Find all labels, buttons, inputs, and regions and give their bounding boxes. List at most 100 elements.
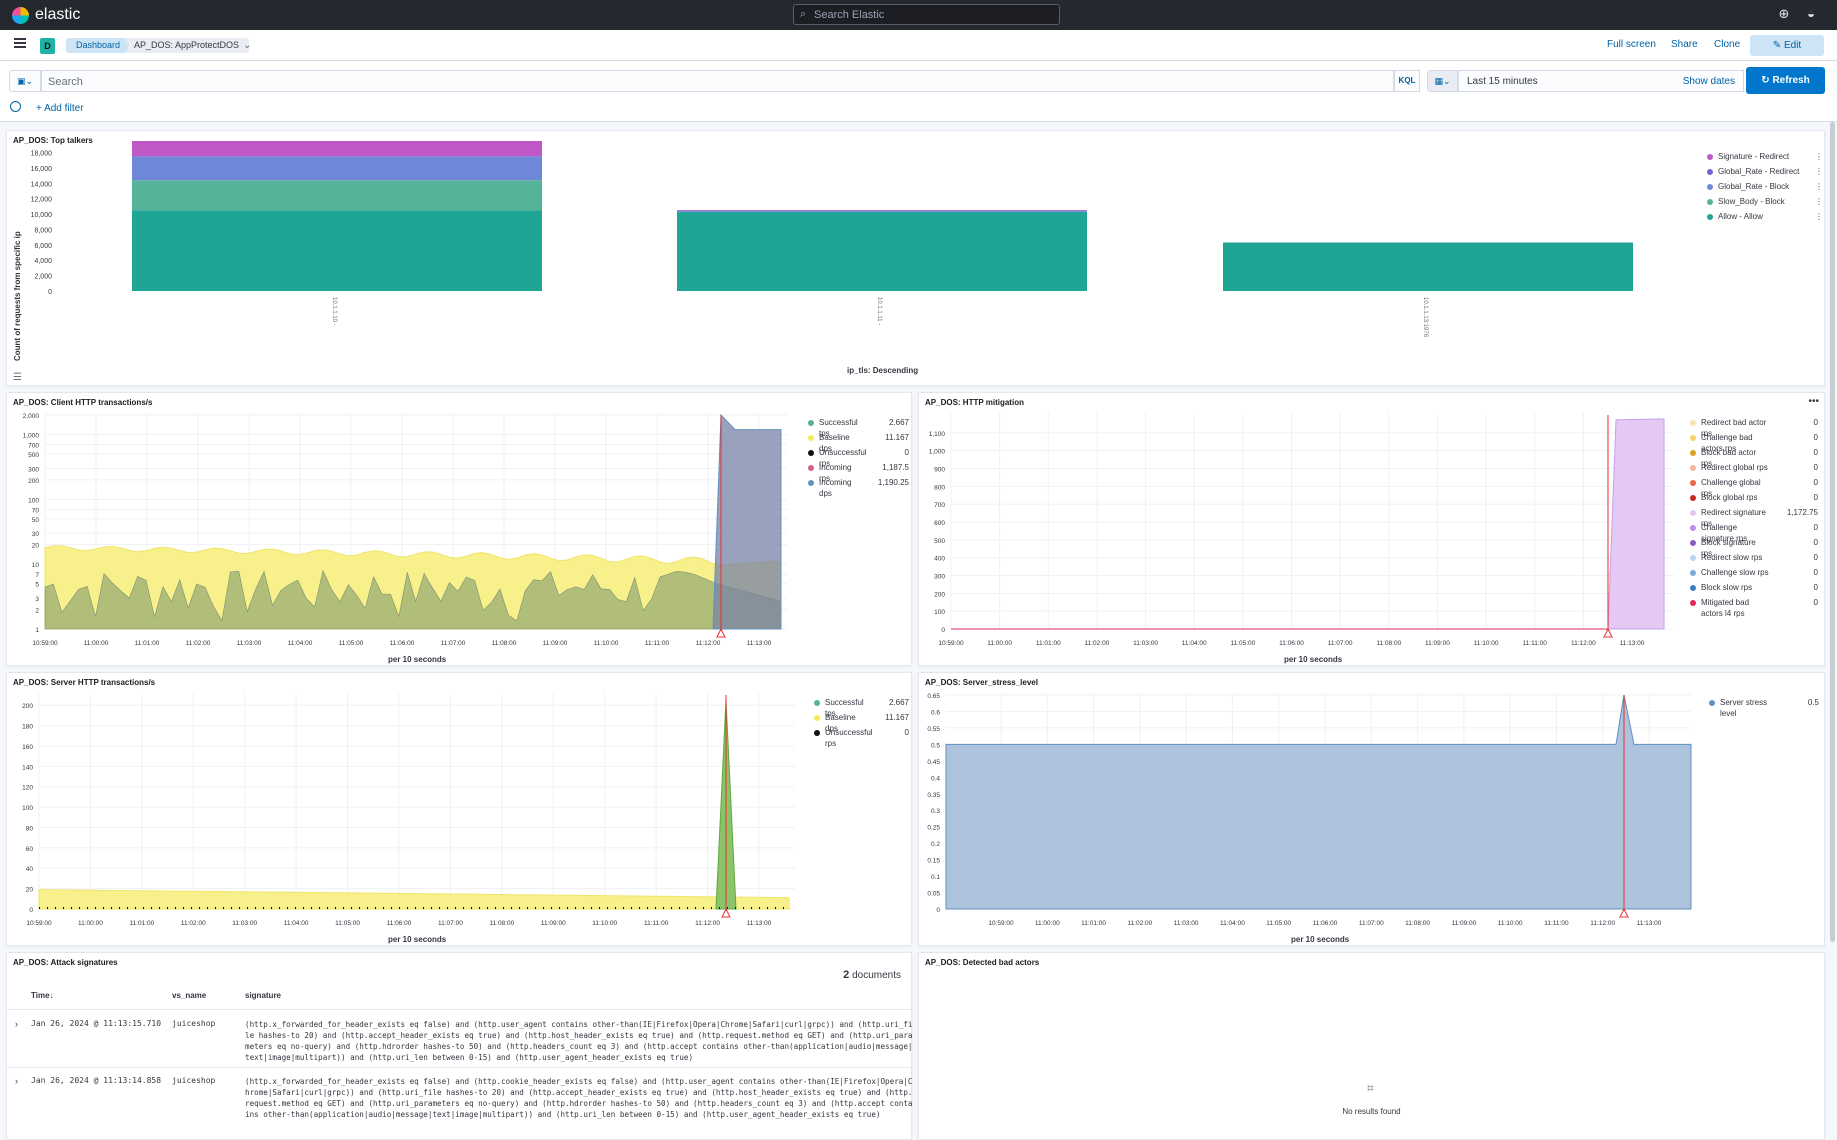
column-header-time-label: Time (31, 991, 50, 1000)
y-tick-label: 100 (28, 497, 39, 504)
date-picker[interactable]: Last 15 minutes Show dates (1458, 70, 1744, 92)
x-tick-label: 11:03:00 (1174, 920, 1199, 927)
legend-item[interactable]: Allow - Allow ⋮ (1707, 211, 1823, 226)
legend-item[interactable]: Incoming dps 1,190.25 (808, 477, 909, 498)
chevron-right-icon[interactable]: › (15, 1019, 18, 1029)
legend-item[interactable]: Challenge signature rps 0 (1690, 522, 1818, 543)
legend-item[interactable]: Redirect slow rps 0 (1690, 552, 1818, 567)
legend-value: 0 (1813, 448, 1818, 457)
legend-color-icon (1690, 420, 1696, 426)
legend-item[interactable]: Signature - Redirect ⋮ (1707, 151, 1823, 166)
column-header-signature[interactable]: signature (245, 991, 282, 1000)
legend-item[interactable]: Slow_Body - Block ⋮ (1707, 196, 1823, 211)
help-icon[interactable]: ⊕ (1778, 6, 1790, 21)
legend-label: Redirect slow rps (1701, 553, 1763, 562)
legend-item[interactable]: Global_Rate - Block ⋮ (1707, 181, 1823, 196)
legend-item[interactable]: Challenge bad actors rps 0 (1690, 432, 1818, 453)
legend-value: 2.667 (888, 698, 909, 707)
legend-item[interactable]: Mitigated bad actors l4 rps 0 (1690, 597, 1818, 618)
x-tick-label: 11:08:00 (1405, 920, 1430, 927)
legend-label: Successful tps (825, 698, 864, 718)
elastic-logo[interactable]: elastic (12, 6, 80, 24)
calendar-icon[interactable]: ▦⌄ (1427, 70, 1458, 92)
legend-options-icon[interactable]: ⋮ (1815, 212, 1823, 221)
y-tick-label: 120 (22, 785, 33, 792)
full-screen-button[interactable]: Full screen (1607, 39, 1656, 50)
clone-button[interactable]: Clone (1714, 39, 1741, 50)
legend-options-icon[interactable]: ⋮ (1815, 167, 1823, 176)
x-tick-label: 11:07:00 (1359, 920, 1384, 927)
page-scrollbar[interactable] (1830, 122, 1835, 942)
legend-item[interactable]: Unsuccessful rps 0 (808, 447, 909, 468)
x-tick-label: 11:11:00 (1544, 920, 1569, 927)
legend-options-icon[interactable]: ⋮ (1815, 152, 1823, 161)
y-tick-label: 10,000 (31, 212, 53, 219)
share-button[interactable]: Share (1671, 39, 1698, 50)
panel-title: AP_DOS: Attack signatures (13, 958, 118, 967)
y-tick-label: 0.45 (927, 759, 940, 766)
add-filter-button[interactable]: + Add filter (36, 103, 84, 114)
chevron-right-icon[interactable]: › (15, 1076, 18, 1086)
legend-item[interactable]: Redirect global rps 0 (1690, 462, 1818, 477)
y-tick-label: 140 (22, 764, 33, 771)
x-tick-label: 11:02:00 (186, 640, 211, 647)
legend-item[interactable]: Challenge global rps 0 (1690, 477, 1818, 498)
x-tick-label: 10.1.1.13:1976 (1422, 297, 1428, 338)
legend-color-icon (1690, 480, 1696, 486)
column-header-time[interactable]: Time↓ (31, 991, 54, 1000)
chevron-down-icon[interactable]: ⌄ (243, 40, 252, 51)
legend-item[interactable]: Successful tps 2.667 (808, 417, 909, 438)
panel-title: AP_DOS: Server_stress_level (925, 678, 1038, 687)
column-header-vs-name[interactable]: vs_name (172, 991, 207, 1000)
legend-item[interactable]: Block bad actor rps 0 (1690, 447, 1818, 468)
server-http-chart: 0 20 40 60 80 100 120 140 160 180 200 10:59:00 11:00… (22, 693, 795, 927)
panel-options-icon[interactable]: ••• (1808, 396, 1819, 407)
bar-segment (677, 210, 1087, 212)
legend-label: Redirect global rps (1701, 463, 1768, 472)
legend-item[interactable]: Block signature rps 0 (1690, 537, 1818, 558)
x-tick-label: 11:00:00 (84, 640, 109, 647)
legend-item[interactable]: Block global rps 0 (1690, 492, 1818, 507)
refresh-button[interactable]: ↻ Refresh (1746, 67, 1825, 94)
legend-toggle-icon[interactable]: ☰ (13, 372, 22, 383)
show-dates-link[interactable]: Show dates (1682, 76, 1735, 87)
legend-label: Server stress level (1720, 698, 1768, 718)
global-search-input[interactable]: ⌕ Search Elastic (793, 4, 1060, 25)
kql-toggle[interactable]: KQL (1394, 70, 1420, 92)
legend-item[interactable]: Global_Rate - Redirect ⋮ (1707, 166, 1823, 181)
legend-item[interactable]: Successful tps 2.667 (814, 697, 909, 718)
user-menu-icon[interactable]: ◒ (1807, 6, 1815, 21)
edit-button[interactable]: ✎ Edit (1750, 35, 1824, 56)
legend-options-icon[interactable]: ⋮ (1815, 197, 1823, 206)
y-tick-label: 2,000 (23, 413, 40, 420)
breadcrumb-dashboard[interactable]: Dashboard (66, 38, 131, 53)
legend-item[interactable]: Challenge slow rps 0 (1690, 567, 1818, 582)
y-tick-label: 0 (936, 907, 940, 914)
legend-item[interactable]: Unsuccessful rps 0 (814, 727, 909, 748)
legend-value: 0 (1813, 553, 1818, 562)
panel-http-mitigation: AP_DOS: HTTP mitigation ••• 0 100 200 300 40… (918, 392, 1825, 666)
filter-options-icon[interactable] (10, 101, 21, 112)
x-tick-label: 11:13:00 (747, 920, 772, 927)
legend-item[interactable]: Redirect signature rps 1,172.75 (1690, 507, 1818, 528)
legend-item[interactable]: Baseline dps 11.167 (814, 712, 909, 733)
legend-item[interactable]: Block slow rps 0 (1690, 582, 1818, 597)
legend-item[interactable]: Server stress level 0.5 (1709, 697, 1819, 718)
menu-icon[interactable] (14, 38, 26, 48)
legend-options-icon[interactable]: ⋮ (1815, 182, 1823, 191)
y-tick-label: 16,000 (31, 166, 53, 173)
x-tick-label: 10:59:00 (26, 920, 52, 927)
legend-item[interactable]: Incoming rps 1,187.5 (808, 462, 909, 483)
space-avatar[interactable]: D (40, 38, 55, 54)
legend-color-icon (808, 465, 814, 471)
row-vs-name: juiceshop (172, 1076, 216, 1085)
legend-label: Block global rps (1701, 493, 1758, 502)
legend-item[interactable]: Redirect bad actor rps 0 (1690, 417, 1818, 438)
legend-color-icon (1690, 450, 1696, 456)
server-stress-legend: Server stress level 0.5 (1709, 697, 1819, 718)
panel-server-stress: AP_DOS: Server_stress_level 0 0.05 0.1 0.15… (918, 672, 1825, 946)
legend-item[interactable]: Baseline dps 11.167 (808, 432, 909, 453)
x-tick-label: 10:59:00 (938, 640, 964, 647)
query-input[interactable]: Search (41, 70, 1394, 92)
saved-query-button[interactable]: ▣⌄ (9, 70, 41, 92)
